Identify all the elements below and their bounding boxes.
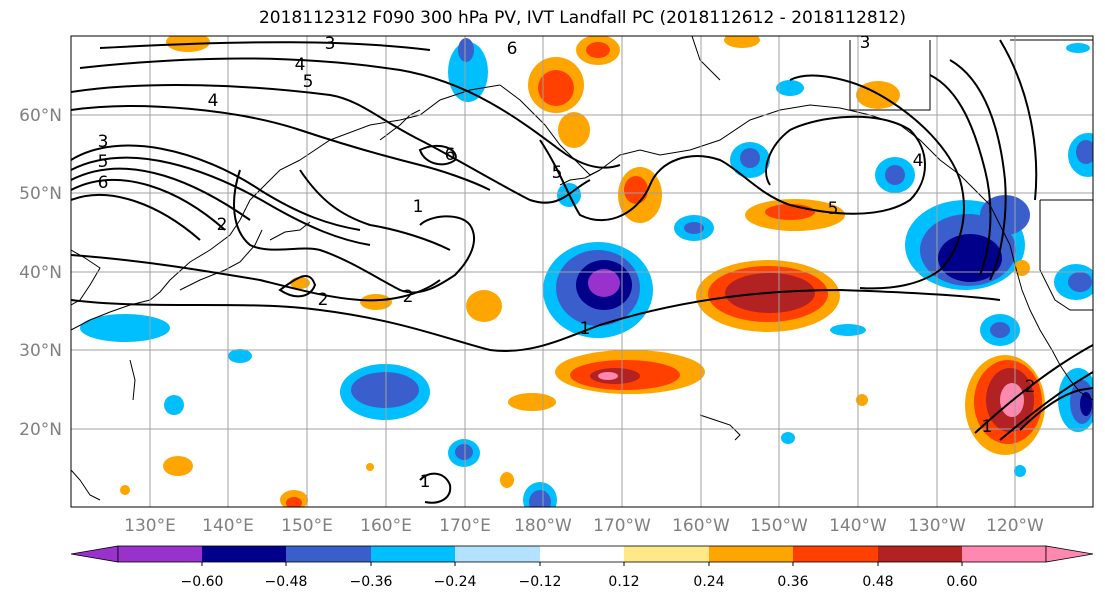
lon-label: 170°E — [439, 516, 491, 536]
colorbar-segment — [202, 546, 286, 562]
colorbar-segment — [962, 546, 1046, 562]
contour-label: 1 — [413, 197, 424, 217]
colorbar-tick-label: −0.48 — [265, 574, 308, 590]
colorbar-segments — [117, 545, 1047, 563]
contour-label: 3 — [325, 34, 336, 54]
colorbar-min-extend — [70, 545, 119, 563]
colorbar-segment — [540, 546, 624, 562]
colorbar-tick-label: −0.36 — [350, 574, 393, 590]
colorbar-tick-label: −0.12 — [519, 574, 562, 590]
latitude-labels: 60°N 50°N 40°N 30°N 20°N — [19, 106, 62, 440]
lon-label: 130°E — [124, 516, 176, 536]
contour-labels: 3 4 5 4 6 3 5 6 1 2 2 2 1 5 6 5 4 3 2 1 … — [98, 33, 1036, 492]
colorbar-tick-label: 0.48 — [862, 574, 893, 590]
lon-label: 140°W — [829, 516, 887, 536]
colorbar-max-extend — [1045, 545, 1094, 563]
contour-label: 1 — [982, 417, 993, 437]
colorbar-segment — [793, 546, 878, 562]
contour-label: 5 — [303, 72, 314, 92]
colorbar-segment — [709, 546, 793, 562]
lon-label: 140°E — [202, 516, 254, 536]
contour-label: 3 — [98, 132, 109, 152]
shading-layer — [80, 36, 1093, 507]
colorbar-tick-label: −0.60 — [181, 574, 224, 590]
contour-label: 2 — [318, 290, 329, 310]
colorbar: −0.60 −0.48 −0.36 −0.24 −0.12 0.12 0.24 0.36 0.4… — [70, 545, 1094, 590]
lat-label: 30°N — [19, 341, 62, 361]
colorbar-tick-label: 0.24 — [693, 574, 724, 590]
contour-label: 6 — [98, 173, 109, 193]
contour-label: 6 — [507, 39, 518, 59]
colorbar-segment — [286, 546, 371, 562]
contour-label: 5 — [828, 199, 839, 219]
lon-label: 180°W — [514, 516, 572, 536]
colorbar-segment — [118, 546, 202, 562]
colorbar-segment — [624, 546, 709, 562]
contour-label: 5 — [98, 152, 109, 172]
contour-label: 4 — [208, 91, 219, 111]
lon-label: 130°W — [908, 516, 966, 536]
contour-label: 1 — [420, 472, 431, 492]
colorbar-tick-label: −0.24 — [434, 574, 477, 590]
contour-label: 4 — [295, 55, 306, 75]
longitude-labels: 130°E 140°E 150°E 160°E 170°E 180°W 170°… — [124, 516, 1044, 536]
colorbar-tick-label: 0.36 — [777, 574, 808, 590]
colorbar-tick-label: 0.60 — [946, 574, 977, 590]
lon-label: 120°W — [986, 516, 1044, 536]
lat-label: 50°N — [19, 184, 62, 204]
map-frame — [70, 35, 1094, 508]
map-title: 2018112312 F090 300 hPa PV, IVT Landfall… — [258, 8, 906, 28]
colorbar-segment — [878, 546, 962, 562]
contour-label: 2 — [217, 215, 228, 235]
colorbar-tick-label: 0.12 — [608, 574, 639, 590]
lat-label: 40°N — [19, 263, 62, 283]
contour-label: 6 — [445, 145, 456, 165]
lat-label: 20°N — [19, 420, 62, 440]
contour-label: 2 — [1025, 377, 1036, 397]
contour-label: 1 — [580, 319, 591, 339]
contour-label: 5 — [552, 163, 563, 183]
lon-label: 160°E — [360, 516, 412, 536]
colorbar-segment — [455, 546, 540, 562]
lon-label: 150°W — [750, 516, 808, 536]
colorbar-segment — [371, 546, 455, 562]
map-content: 3 4 5 4 6 3 5 6 1 2 2 2 1 5 6 5 4 3 2 1 … — [71, 33, 1093, 507]
lat-label: 60°N — [19, 106, 62, 126]
contour-label: 3 — [860, 33, 871, 53]
gridlines — [71, 36, 1093, 507]
lon-label: 160°W — [672, 516, 730, 536]
lon-label: 170°W — [593, 516, 651, 536]
contour-label: 4 — [913, 151, 924, 171]
contour-label: 2 — [403, 287, 414, 307]
colorbar-ticks: −0.60 −0.48 −0.36 −0.24 −0.12 0.12 0.24 0.36 0.4… — [181, 562, 978, 590]
pv-contours — [71, 39, 1093, 504]
lon-label: 150°E — [281, 516, 333, 536]
